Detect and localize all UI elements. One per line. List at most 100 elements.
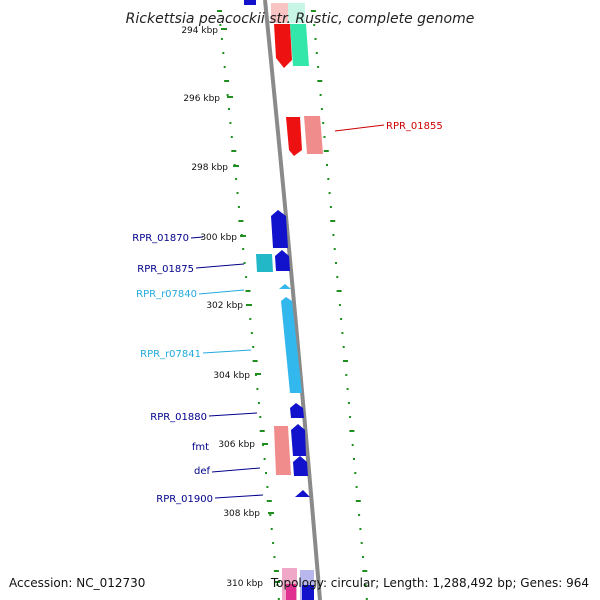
gene-labels: RPR_01855 RPR_01870 RPR_01875 RPR_r07840… [132, 121, 443, 505]
gene-label-rpr-01900: RPR_01900 [156, 494, 213, 505]
gene-feature [275, 250, 290, 271]
genome-backbone [263, 0, 322, 600]
leader-line [214, 494, 264, 499]
tick-dot [332, 234, 335, 236]
gene-features [244, 0, 323, 600]
tick-dot [349, 430, 355, 432]
tick-dot [323, 136, 326, 138]
tick-dot [265, 472, 267, 474]
outer-tick-ring [310, 10, 368, 600]
tick-dot [338, 304, 341, 306]
tick-dot [252, 346, 255, 348]
tick-dot [269, 514, 272, 516]
tick-dot [277, 598, 280, 600]
tick-mark [240, 235, 246, 237]
gene-feature [271, 3, 288, 23]
gene-feature [290, 403, 304, 418]
tick-dot [347, 402, 350, 404]
tick-dot [360, 542, 363, 544]
leader-line [190, 236, 204, 239]
gene-feature [286, 117, 302, 156]
tick-dot [342, 346, 345, 348]
tick-dot [237, 206, 240, 208]
tick-dot [276, 584, 279, 586]
gene-label-rpr-r07841: RPR_r07841 [140, 349, 201, 360]
tick-dot [341, 332, 344, 334]
tick-mark [246, 304, 252, 306]
tick-labels: 294 kbp 296 kbp 298 kbp 300 kbp 302 kbp … [181, 26, 263, 589]
tick-dot [326, 164, 328, 166]
tick-mark [274, 581, 280, 583]
tick-dot [242, 248, 245, 250]
gene-feature [290, 24, 309, 66]
tick-mark [255, 373, 261, 375]
tick-dot [272, 542, 275, 544]
tick-dot [220, 38, 223, 40]
tick-mark [221, 28, 227, 30]
tick-dot [263, 458, 266, 460]
tick-dot [314, 38, 317, 40]
tick-dot [219, 24, 222, 26]
tick-mark [227, 96, 233, 98]
tick-dot [354, 472, 357, 474]
tick-label: 304 kbp [213, 371, 250, 381]
gene-feature [256, 254, 273, 272]
tick-marks [221, 28, 280, 583]
gene-feature [295, 490, 310, 497]
leader-line [202, 349, 252, 354]
gene-feature [302, 585, 314, 600]
tick-dot [323, 150, 329, 152]
tick-dot [336, 290, 342, 292]
leader-lines [190, 124, 385, 499]
gene-feature [281, 297, 302, 393]
tick-dot [273, 570, 279, 572]
tick-dot [243, 262, 246, 264]
tick-dot [351, 444, 354, 446]
tick-dot [229, 122, 232, 124]
gene-feature [271, 210, 288, 248]
tick-dot [222, 52, 225, 54]
gene-label-fmt: fmt [192, 442, 209, 453]
tick-dot [228, 108, 230, 110]
gene-label-rpr-r07840: RPR_r07840 [136, 289, 197, 300]
leader-line [198, 289, 245, 295]
tick-label: 294 kbp [181, 26, 218, 36]
gene-label-rpr-01875: RPR_01875 [137, 264, 194, 275]
gene-feature [288, 3, 305, 23]
tick-label: 296 kbp [183, 94, 220, 104]
gene-feature [304, 116, 323, 154]
tick-dot [256, 388, 259, 390]
tick-dot [252, 360, 258, 362]
gene-feature [244, 0, 256, 5]
tick-dot [362, 570, 368, 572]
tick-dot [236, 192, 239, 194]
tick-dot [358, 514, 361, 516]
tick-dot [359, 528, 362, 530]
tick-dot [257, 402, 260, 404]
leader-line [211, 467, 261, 473]
tick-label: 302 kbp [206, 301, 243, 311]
tick-dot [224, 80, 230, 82]
gene-label-def: def [194, 466, 211, 477]
leader-line [195, 263, 245, 269]
leader-line [334, 124, 385, 132]
tick-dot [336, 276, 339, 278]
tick-label: 300 kbp [200, 233, 237, 243]
tick-dot [330, 220, 336, 222]
tick-dot [245, 276, 248, 278]
tick-dot [343, 360, 348, 362]
tick-dot [310, 10, 316, 12]
tick-dot [238, 220, 244, 222]
gene-feature [274, 426, 291, 475]
tick-dot [266, 500, 272, 502]
tick-dot [364, 584, 367, 586]
gene-label-rpr-01855: RPR_01855 [386, 121, 443, 132]
tick-dot [235, 178, 238, 180]
tick-label: 310 kbp [226, 579, 263, 589]
tick-dot [328, 192, 331, 194]
tick-label: 306 kbp [218, 440, 255, 450]
tick-mark [233, 165, 239, 167]
tick-label: 308 kbp [223, 509, 260, 519]
tick-dot [329, 206, 332, 208]
